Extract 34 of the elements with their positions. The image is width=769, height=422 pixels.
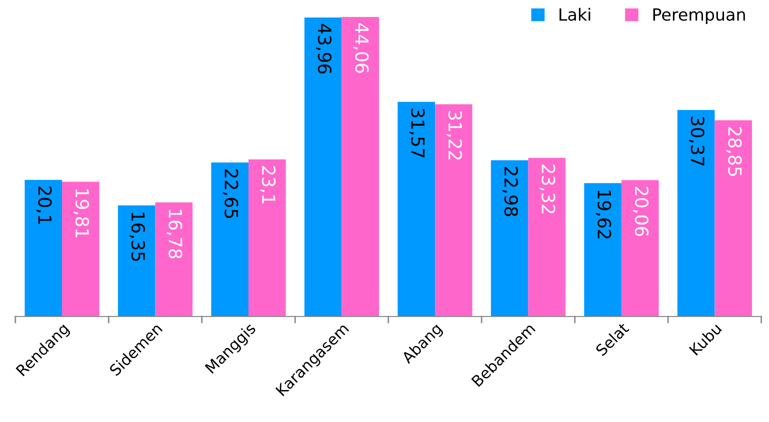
legend-label: Laki	[560, 8, 590, 21]
data-label: 28,85	[726, 127, 742, 176]
bar	[118, 205, 156, 316]
data-label: 44,06	[353, 23, 369, 73]
bar	[24, 180, 62, 316]
bar	[211, 162, 248, 316]
bar	[677, 110, 715, 316]
bar	[584, 183, 622, 316]
bar	[714, 120, 752, 316]
data-label: 43,96	[316, 24, 332, 74]
bar	[621, 180, 659, 316]
data-label: 31,57	[409, 108, 425, 158]
bar	[155, 202, 193, 316]
data-label: 20,06	[633, 186, 649, 236]
data-label: 30,37	[688, 116, 704, 166]
legend-label: Perempuan	[653, 8, 745, 24]
bar	[304, 18, 342, 316]
bar	[398, 102, 435, 316]
data-label: 23,32	[540, 164, 556, 214]
bar	[528, 158, 566, 316]
bar	[490, 160, 528, 316]
data-label: 19,81	[74, 189, 90, 238]
data-label: 16,35	[130, 212, 146, 261]
data-label: 16,78	[166, 210, 182, 258]
data-label: 31,22	[446, 111, 462, 160]
data-label: 22,65	[222, 169, 238, 218]
data-label: 20,1	[36, 186, 52, 224]
bar	[342, 16, 380, 316]
bar	[248, 159, 286, 316]
bar	[434, 104, 472, 316]
bar	[62, 182, 100, 316]
data-label: 22,98	[502, 166, 518, 216]
data-label: 23,1	[260, 166, 276, 204]
data-label: 19,62	[596, 190, 612, 238]
